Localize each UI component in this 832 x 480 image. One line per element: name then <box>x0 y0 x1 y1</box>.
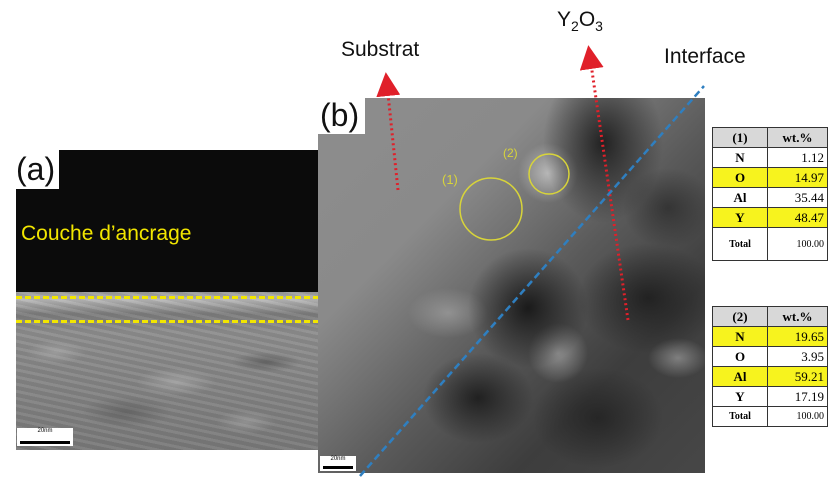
substrat-label: Substrat <box>341 38 420 61</box>
value-cell: 19.65 <box>767 326 828 347</box>
region-2-circle <box>528 153 570 195</box>
table-1-header-region: (1) <box>712 127 768 148</box>
panel-a-label: (a) <box>16 150 60 189</box>
region-1-label: (1) <box>442 172 458 187</box>
table-1-header-unit: wt.% <box>767 127 828 148</box>
composition-table-2: (2) wt.% N 19.65 O 3.95 Al 59.21 Y 17.19… <box>712 306 828 427</box>
value-cell: 3.95 <box>767 346 828 367</box>
tem-image-panel-b: (1) (2) (b) 20nm <box>318 98 705 473</box>
table-row: Y 17.19 <box>712 386 828 407</box>
value-cell: 1.12 <box>767 147 828 168</box>
y2o3-sub-1: 2 <box>571 18 579 35</box>
total-value-cell: 100.00 <box>767 406 828 427</box>
region-2-label: (2) <box>503 146 518 160</box>
interface-label: Interface <box>664 45 746 68</box>
table-2-header-unit: wt.% <box>767 306 828 327</box>
panel-b-overlay: (1) (2) <box>442 146 570 241</box>
substrat-arrow <box>376 72 401 191</box>
value-cell: 35.44 <box>767 187 828 208</box>
value-cell: 14.97 <box>767 167 828 188</box>
element-cell: Y <box>712 386 768 407</box>
interface-line <box>359 85 705 477</box>
scale-bar-a-text: 20nm <box>37 428 53 434</box>
y2o3-sub-2: 3 <box>595 18 603 35</box>
panel-b-label: (b) <box>318 98 366 134</box>
sem-image-panel-a: (a) Couche d’ancrage 20nm <box>16 150 319 450</box>
value-cell: 59.21 <box>767 366 828 387</box>
layer-boundary-bottom <box>16 320 319 323</box>
table-row: Al 59.21 <box>712 366 828 387</box>
total-label-cell: Total <box>712 227 768 261</box>
sem-texture-region <box>16 292 319 450</box>
y2o3-base: Y <box>557 8 572 31</box>
total-value-cell: 100.00 <box>767 227 828 261</box>
scale-bar-a: 20nm <box>17 428 73 446</box>
table-row: N 19.65 <box>712 326 828 347</box>
table-total-row: Total 100.00 <box>712 227 828 261</box>
total-label-cell: Total <box>712 406 768 427</box>
y2o3-mid: O <box>578 8 596 31</box>
table-total-row: Total 100.00 <box>712 406 828 427</box>
element-cell: N <box>712 147 768 168</box>
dark-background-region <box>16 150 319 292</box>
element-cell: N <box>712 326 768 347</box>
scale-bar-a-line <box>20 441 70 444</box>
layer-boundary-top <box>16 296 319 299</box>
element-cell: O <box>712 346 768 367</box>
composition-table-1: (1) wt.% N 1.12 O 14.97 Al 35.44 Y 48.47… <box>712 127 828 261</box>
element-cell: O <box>712 167 768 188</box>
scale-bar-b-line <box>323 466 353 469</box>
element-cell: Y <box>712 207 768 228</box>
scale-bar-b-text: 20nm <box>330 456 346 462</box>
table-row: O 3.95 <box>712 346 828 367</box>
anchoring-layer-label: Couche d’ancrage <box>21 222 192 245</box>
scale-bar-b: 20nm <box>320 456 356 471</box>
element-cell: Al <box>712 366 768 387</box>
table-row: N 1.12 <box>712 147 828 168</box>
table-row: Y 48.47 <box>712 207 828 228</box>
value-cell: 48.47 <box>767 207 828 228</box>
table-2-header-region: (2) <box>712 306 768 327</box>
table-2-header: (2) wt.% <box>712 306 828 327</box>
table-1-header: (1) wt.% <box>712 127 828 148</box>
y2o3-arrow <box>579 45 630 321</box>
table-row: Al 35.44 <box>712 187 828 208</box>
table-row: O 14.97 <box>712 167 828 188</box>
element-cell: Al <box>712 187 768 208</box>
value-cell: 17.19 <box>767 386 828 407</box>
region-1-circle <box>459 177 523 241</box>
y2o3-label: Y2O3 <box>557 8 603 34</box>
